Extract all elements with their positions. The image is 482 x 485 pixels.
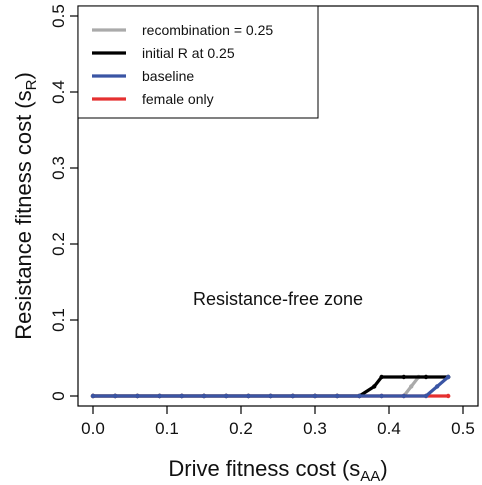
data-point xyxy=(224,393,229,399)
data-point xyxy=(335,393,340,399)
x-tick-label: 0.1 xyxy=(155,419,179,438)
data-point xyxy=(401,374,406,380)
data-point xyxy=(434,384,440,389)
annotation-resistance-free-zone: Resistance-free zone xyxy=(193,289,363,309)
legend-label: female only xyxy=(142,91,214,107)
y-tick-label: 0 xyxy=(49,391,68,400)
data-point xyxy=(423,393,429,399)
y-tick-label: 0.3 xyxy=(49,156,68,180)
legend: recombination = 0.25 initial R at 0.25 bas… xyxy=(77,5,319,119)
data-point xyxy=(379,374,384,380)
y-axis-title-main: Resistance fitness cost (s xyxy=(11,90,36,339)
data-point xyxy=(135,393,140,399)
legend-label: baseline xyxy=(142,68,194,84)
data-point xyxy=(90,393,96,399)
data-point xyxy=(446,393,451,399)
data-point xyxy=(446,374,451,380)
y-axis-title: Resistance fitness cost (sR) xyxy=(11,72,40,340)
data-point xyxy=(113,393,118,399)
data-point xyxy=(423,374,429,380)
data-point xyxy=(268,393,273,399)
data-point xyxy=(179,393,184,399)
data-point xyxy=(379,393,384,399)
x-tick-label: 0.0 xyxy=(81,419,105,438)
data-point xyxy=(246,393,251,399)
x-axis-title-main: Drive fitness cost (s xyxy=(168,456,360,481)
data-point xyxy=(357,393,362,399)
legend-label: initial R at 0.25 xyxy=(142,45,235,61)
y-tick-label: 0.1 xyxy=(49,308,68,332)
data-point xyxy=(201,393,207,399)
data-point xyxy=(157,393,162,399)
data-point xyxy=(401,393,406,399)
series-line xyxy=(91,375,450,398)
x-tick-label: 0.5 xyxy=(451,419,475,438)
y-tick-label: 0.2 xyxy=(49,232,68,256)
y-tick-label: 0.4 xyxy=(49,80,68,104)
x-tick-label: 0.2 xyxy=(229,419,253,438)
x-axis-title: Drive fitness cost (sAA) xyxy=(168,456,387,485)
legend-label: recombination = 0.25 xyxy=(142,22,273,38)
x-tick-label: 0.4 xyxy=(377,419,401,438)
series-line xyxy=(91,375,450,398)
x-axis-title-subscript: AA xyxy=(360,468,380,485)
data-point xyxy=(372,384,377,389)
series-layer xyxy=(90,374,451,399)
series-baseline xyxy=(90,374,451,399)
y-tick-label: 0.5 xyxy=(49,4,68,28)
x-tick-label: 0.3 xyxy=(303,419,327,438)
x-axis-title-close: ) xyxy=(380,456,387,481)
y-axis-title-subscript: R xyxy=(23,79,40,90)
y-axis-ticks: 0 0.1 0.2 0.3 0.4 0.5 xyxy=(49,4,78,401)
data-point xyxy=(409,384,414,389)
data-point xyxy=(312,393,318,399)
data-point xyxy=(290,393,295,399)
x-axis-ticks: 0.0 0.1 0.2 0.3 0.4 0.5 xyxy=(81,406,475,438)
y-axis-title-close: ) xyxy=(11,72,36,79)
